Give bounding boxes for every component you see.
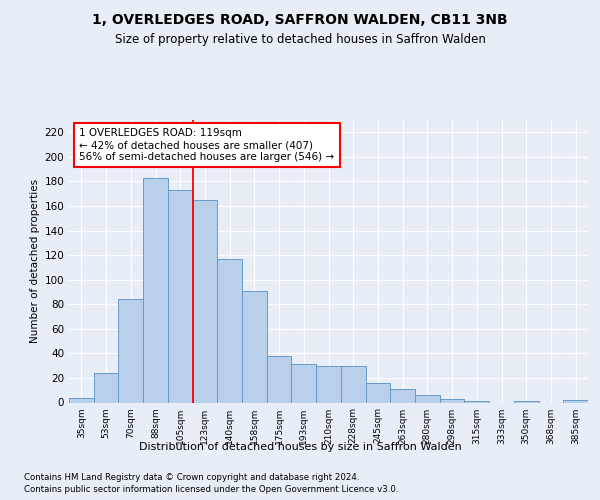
Bar — [341, 366, 365, 403]
Bar — [365, 383, 390, 402]
Bar — [563, 400, 588, 402]
Bar — [118, 300, 143, 403]
Bar — [390, 389, 415, 402]
Bar — [94, 373, 118, 402]
Bar — [440, 399, 464, 402]
Bar — [292, 364, 316, 403]
Bar — [217, 259, 242, 402]
Bar — [143, 178, 168, 402]
Bar — [168, 190, 193, 402]
Text: 1, OVERLEDGES ROAD, SAFFRON WALDEN, CB11 3NB: 1, OVERLEDGES ROAD, SAFFRON WALDEN, CB11… — [92, 12, 508, 26]
Bar — [267, 356, 292, 403]
Text: Distribution of detached houses by size in Saffron Walden: Distribution of detached houses by size … — [139, 442, 461, 452]
Bar — [415, 395, 440, 402]
Text: 1 OVERLEDGES ROAD: 119sqm
← 42% of detached houses are smaller (407)
56% of semi: 1 OVERLEDGES ROAD: 119sqm ← 42% of detac… — [79, 128, 335, 162]
Text: Contains public sector information licensed under the Open Government Licence v3: Contains public sector information licen… — [24, 485, 398, 494]
Text: Contains HM Land Registry data © Crown copyright and database right 2024.: Contains HM Land Registry data © Crown c… — [24, 472, 359, 482]
Text: Size of property relative to detached houses in Saffron Walden: Size of property relative to detached ho… — [115, 32, 485, 46]
Y-axis label: Number of detached properties: Number of detached properties — [30, 179, 40, 344]
Bar — [69, 398, 94, 402]
Bar — [193, 200, 217, 402]
Bar — [242, 290, 267, 403]
Bar — [316, 366, 341, 403]
